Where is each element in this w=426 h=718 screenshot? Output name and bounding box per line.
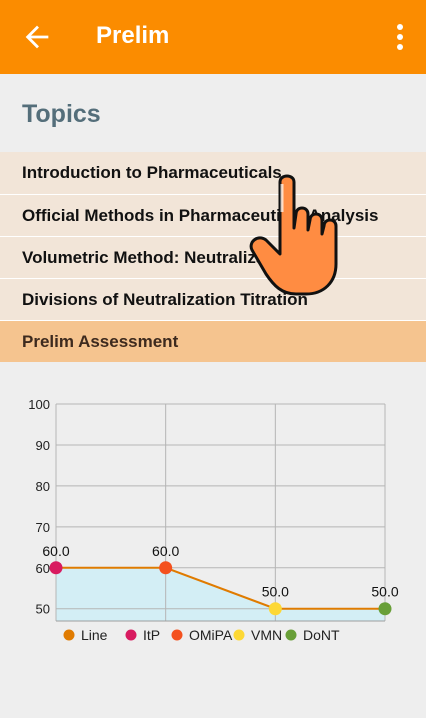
legend-label: ItP: [143, 627, 160, 643]
legend-marker: [63, 629, 75, 641]
legend-item: ItP: [125, 627, 160, 643]
y-tick-label: 80: [36, 479, 50, 494]
topic-item-divisions[interactable]: Divisions of Neutralization Titration: [0, 278, 426, 320]
legend-marker: [125, 629, 137, 641]
legend-marker: [171, 629, 183, 641]
legend-item: Line: [63, 627, 108, 643]
legend-marker: [233, 629, 245, 641]
legend-item: VMN: [233, 627, 282, 643]
legend-item: OMiPA: [171, 627, 233, 643]
legend-label: DoNT: [303, 627, 340, 643]
legend-label: Line: [81, 627, 108, 643]
y-tick-label: 60: [36, 561, 50, 576]
legend-marker: [285, 629, 297, 641]
topic-list: Introduction to Pharmaceuticals Official…: [0, 152, 426, 362]
page-title: Prelim: [96, 22, 170, 49]
section-title: Topics: [22, 100, 101, 128]
assessment-chart: 100 90 80 70 60 50 60.0 60.0 50.0 50.0 Line ItP OM…: [28, 397, 399, 643]
chart-legend: Line ItP OMiPA VMN DoNT: [63, 627, 340, 643]
more-vertical-icon[interactable]: [390, 22, 410, 52]
y-tick-label: 50: [36, 602, 50, 617]
pointing-hand-icon: [249, 174, 338, 296]
app-bar: Prelim: [0, 0, 426, 74]
data-point-dont: [378, 602, 392, 616]
y-tick-label: 70: [36, 520, 50, 535]
chart-point-labels: 60.0 60.0 50.0 50.0: [42, 543, 398, 600]
chart-grid: [55, 403, 386, 622]
topic-item-prelim-assessment[interactable]: Prelim Assessment: [0, 320, 426, 362]
data-label: 50.0: [262, 584, 289, 600]
arrow-left-icon[interactable]: [20, 20, 54, 54]
data-label: 60.0: [42, 543, 69, 559]
data-point-vmn: [268, 602, 282, 616]
chart-y-axis: 100 90 80 70 60 50: [28, 397, 50, 617]
legend-label: VMN: [251, 627, 282, 643]
data-label: 50.0: [371, 584, 398, 600]
y-tick-label: 100: [28, 397, 50, 412]
topic-item-introduction[interactable]: Introduction to Pharmaceuticals: [0, 152, 426, 194]
data-point-omipa: [159, 561, 173, 575]
y-tick-label: 90: [36, 438, 50, 453]
data-label: 60.0: [152, 543, 179, 559]
legend-label: OMiPA: [189, 627, 233, 643]
legend-item: DoNT: [285, 627, 340, 643]
chart-points: [49, 561, 392, 616]
topic-item-official-methods[interactable]: Official Methods in Pharmaceutical Analy…: [0, 194, 426, 236]
data-point-itp: [49, 561, 63, 575]
series-line: [56, 566, 385, 610]
topic-item-volumetric-method[interactable]: Volumetric Method: Neutralization: [0, 236, 426, 278]
chart-area-fill: [56, 567, 385, 621]
